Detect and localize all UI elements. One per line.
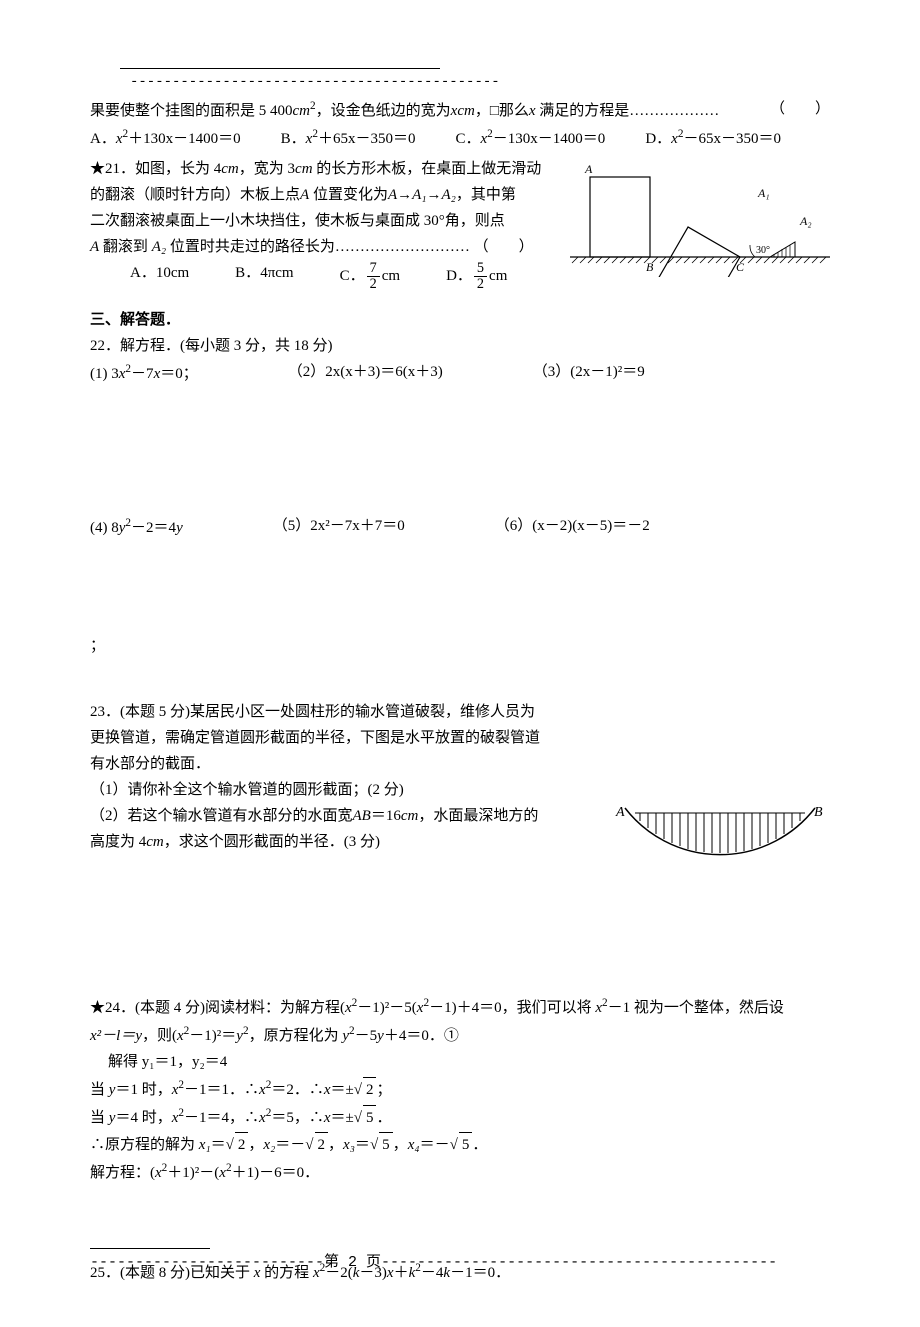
q21-options: A．10cm B．4πcm C．72cm D．52cm xyxy=(130,261,560,292)
label-angle: 30° xyxy=(756,245,770,256)
q24-l5: 当 y＝4 时，x2－1＝4，∴x2＝5，∴x＝±√5． xyxy=(90,1104,830,1130)
q24-l4: 当 y＝1 时，x2－1＝1．∴x2＝2．∴x＝±√2； xyxy=(90,1076,830,1102)
q23-figure: A B xyxy=(610,788,830,886)
q24-l7: 解方程：(x2＋1)²－(x2＋1)－6＝0． xyxy=(90,1159,830,1185)
header-dashes: ----------------------------------------… xyxy=(130,71,830,93)
q22-row2: (4) 8y2－2＝4y （5）2x²－7x＋7＝0 （6）(x－2)(x－5)… xyxy=(90,514,830,540)
q24-l6: ∴原方程的解为 x₁＝√2，x₂＝－√2，x₃＝√5，x₄＝－√5． xyxy=(90,1132,830,1157)
q20-paren: （ ） xyxy=(770,97,830,121)
label-B: B xyxy=(814,805,823,820)
q22-title: 22．解方程．(每小题 3 分，共 18 分) xyxy=(90,334,830,358)
label-A: A xyxy=(615,805,625,820)
q24-l1: ★24．(本题 4 分)阅读材料：为解方程(x2－1)²－5(x2－1)＋4＝0… xyxy=(90,994,830,1020)
label-A: A xyxy=(584,162,593,176)
header-rule xyxy=(120,68,440,69)
label-B: B xyxy=(646,260,654,274)
q23-l3: 有水部分的截面． xyxy=(90,752,830,776)
label-A1: A₁ xyxy=(757,186,770,200)
q24-l3: 解得 y₁＝1，y₂＝4 xyxy=(90,1050,830,1074)
page-footer: --------------------------第 2 页---------… xyxy=(90,1248,830,1275)
q20-stem: 果要使整个挂图的面积是 5 400cm2，设金色纸边的宽为xcm，□那么x 满足… xyxy=(90,97,830,123)
q21-paren: （ ） xyxy=(474,239,534,255)
q23-l1: 23．(本题 5 分)某居民小区一处圆柱形的输水管道破裂，维修人员为 xyxy=(90,700,830,724)
section-3-title: 三、解答题． xyxy=(90,308,830,332)
q20-options: A．x2＋130x－1400＝0 B．x2＋65x－350＝0 C．x2－130… xyxy=(90,125,830,151)
q21-figure: A A₁ A₂ B C 30° xyxy=(570,157,830,285)
stray-semicolon: ； xyxy=(90,634,830,658)
label-A2: A₂ xyxy=(799,214,812,228)
q22-row1: (1) 3x2－7x＝0； （2）2x(x＋3)＝6(x＋3) （3）(2x－1… xyxy=(90,360,830,386)
label-C: C xyxy=(736,260,745,274)
q23-l2: 更换管道，需确定管道圆形截面的半径，下图是水平放置的破裂管道 xyxy=(90,726,830,750)
q24-l2: x²－l＝y，则(x2－1)²＝y2，原方程化为 y2－5y＋4＝0．① xyxy=(90,1022,830,1048)
